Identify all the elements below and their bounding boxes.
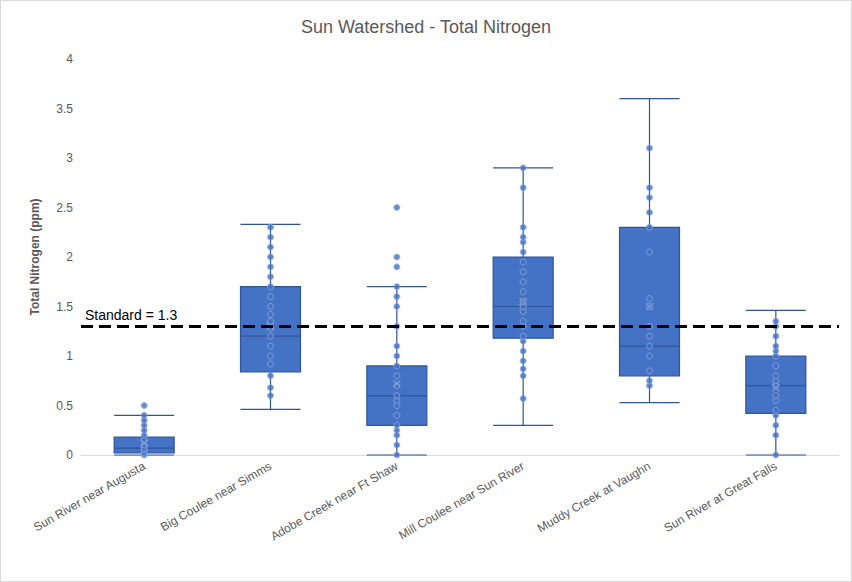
svg-text:2.5: 2.5 xyxy=(56,201,73,215)
svg-text:Muddy Creek at Vaughn: Muddy Creek at Vaughn xyxy=(535,459,653,535)
svg-text:Mill Coulee near Sun River: Mill Coulee near Sun River xyxy=(396,459,526,542)
svg-text:3: 3 xyxy=(66,151,73,165)
svg-text:2: 2 xyxy=(66,250,73,264)
svg-text:Big Coulee near Simms: Big Coulee near Simms xyxy=(158,459,274,534)
svg-text:4: 4 xyxy=(66,52,73,66)
svg-text:Adobe Creek near Ft Shaw: Adobe Creek near Ft Shaw xyxy=(268,459,400,544)
svg-text:0: 0 xyxy=(66,448,73,462)
svg-text:1.5: 1.5 xyxy=(56,300,73,314)
svg-text:3.5: 3.5 xyxy=(56,102,73,116)
svg-text:Standard = 1.3: Standard = 1.3 xyxy=(85,307,177,323)
svg-text:Total Nitrogen (ppm): Total Nitrogen (ppm) xyxy=(28,198,42,315)
svg-text:0.5: 0.5 xyxy=(56,399,73,413)
svg-text:Sun River near Augusta: Sun River near Augusta xyxy=(31,459,148,535)
svg-text:Sun River at Great Falls: Sun River at Great Falls xyxy=(662,459,780,535)
svg-text:Sun Watershed - Total Nitrogen: Sun Watershed - Total Nitrogen xyxy=(301,17,551,37)
svg-text:1: 1 xyxy=(66,349,73,363)
